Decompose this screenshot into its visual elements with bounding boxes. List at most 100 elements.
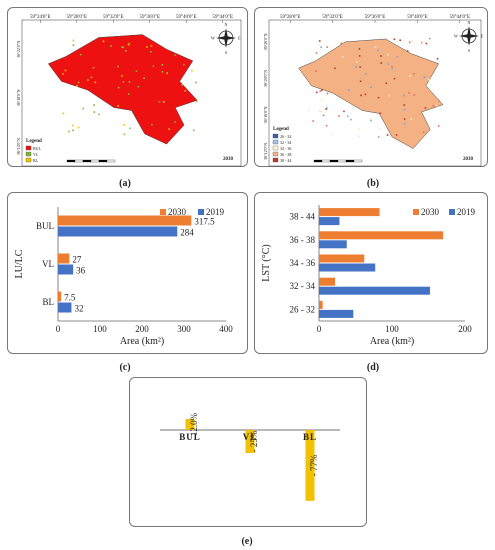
- map-pixel: [129, 127, 131, 130]
- category-label: 38 - 44: [290, 212, 316, 222]
- bar-2019: [319, 263, 376, 272]
- category-label: 34 - 36: [290, 258, 316, 268]
- map-pixel: [315, 70, 317, 72]
- map-pixel: [321, 89, 323, 91]
- longitude-label: 59°32'0"E: [322, 15, 343, 20]
- map-pixel: [135, 70, 138, 72]
- category-label: VL: [42, 259, 54, 269]
- map-pixel: [122, 81, 125, 83]
- map-pixel: [161, 71, 164, 73]
- bar-2030: [319, 300, 323, 309]
- legend-swatch: [449, 209, 455, 215]
- longitude-label: 59°36'0"E: [140, 15, 161, 20]
- map-pixel: [117, 65, 119, 68]
- map-pixel: [347, 89, 350, 91]
- map-pixel: [360, 94, 362, 97]
- compass-e: E: [238, 36, 241, 41]
- map-pixel: [380, 62, 383, 64]
- map-pixel: [121, 74, 123, 77]
- north-arrow-icon: N E S W: [211, 22, 241, 55]
- north-arrow-icon: N E S W: [454, 20, 484, 53]
- map-pixel: [72, 129, 74, 132]
- change-bar: [185, 418, 195, 430]
- legend-label: 2019: [457, 207, 476, 217]
- map-pixel: [374, 46, 377, 49]
- map-pixel: [378, 128, 381, 130]
- map-pixel: [77, 126, 80, 129]
- x-axis-label: Area (km²): [120, 336, 164, 347]
- map-pixel: [432, 104, 435, 107]
- bar-2030: [319, 208, 380, 217]
- map-pixel: [438, 99, 440, 102]
- data-label: - 77%: [309, 454, 319, 476]
- legend-label: 34 - 36: [280, 146, 291, 151]
- bar-2030: [319, 231, 444, 240]
- map-pixel: [76, 84, 78, 87]
- legend-label: VL: [33, 152, 39, 157]
- panel-a-map: 59°24'0"E 59°28'0"E 59°32'0"E 59°36'0"E 59°4…: [7, 7, 248, 167]
- legend-label: 2019: [206, 207, 225, 217]
- map-pixel: [377, 49, 379, 52]
- legend-label: 32 - 34: [280, 140, 291, 145]
- map-pixel: [420, 41, 423, 44]
- compass-n: N: [225, 22, 228, 27]
- compass-star: [459, 26, 479, 46]
- bar-2019: [58, 226, 178, 237]
- map-pixel: [94, 81, 97, 84]
- city-region: [47, 34, 198, 145]
- category-label: 32 - 34: [290, 281, 316, 291]
- latitude-label: 36°20'0"N: [263, 70, 268, 87]
- legend-title: Legend: [26, 139, 42, 144]
- data-label: 27: [72, 255, 82, 265]
- bar-2019: [319, 286, 430, 295]
- map-pixel: [195, 100, 198, 103]
- map-pixel: [391, 65, 393, 68]
- data-label: 32: [74, 304, 83, 314]
- x-tick-label: 300: [177, 324, 191, 334]
- map-pixel: [174, 54, 176, 56]
- map-pixel: [359, 80, 362, 83]
- category-label: BL: [303, 432, 317, 442]
- map-pixel: [137, 85, 140, 88]
- legend-swatch: [272, 145, 279, 151]
- map-pixel: [387, 53, 389, 56]
- map-pixel: [365, 73, 367, 75]
- change-bar: [245, 430, 255, 453]
- bar-2030: [319, 254, 365, 263]
- map-pixel: [425, 42, 428, 45]
- map-pixel: [87, 79, 89, 81]
- map-pixel: [146, 46, 148, 48]
- map-pixel: [192, 129, 195, 132]
- map-pixel: [396, 56, 399, 58]
- map-pixel: [393, 38, 396, 41]
- map-pixel: [72, 44, 75, 46]
- map-pixel: [168, 128, 170, 130]
- map-pixel: [403, 122, 406, 125]
- data-label: 317.5: [194, 217, 215, 227]
- panel-label-a: (a): [119, 178, 131, 189]
- map-pixel: [184, 89, 187, 92]
- legend-swatch: [160, 209, 166, 215]
- map-pixel: [320, 111, 322, 113]
- compass-s: S: [468, 48, 470, 53]
- compass-star: [216, 28, 236, 48]
- scale-bar-segment: [66, 159, 76, 163]
- map-pixel: [151, 123, 153, 126]
- map-pixel: [62, 112, 65, 115]
- map-pixel: [424, 107, 427, 109]
- map-pixel: [152, 65, 155, 68]
- map-pixel: [82, 107, 84, 110]
- data-label: 36: [76, 266, 86, 276]
- map-pixel: [110, 45, 112, 47]
- map-pixel: [123, 133, 126, 136]
- x-tick-label: 0: [317, 324, 322, 334]
- y-axis-label: LST (°C): [261, 244, 272, 281]
- longitude-label: 59°28'0"E: [67, 15, 88, 20]
- longitude-label: 59°24'0"E: [30, 15, 51, 20]
- city-region: [298, 38, 444, 149]
- panel-d-chart: 0 100 200 Area (km²) LST (°C) 26 - 32 32 - 34 3…: [254, 192, 488, 354]
- lulc-map: 59°24'0"E 59°28'0"E 59°32'0"E 59°36'0"E 59°4…: [16, 15, 242, 167]
- map-pixel: [312, 120, 314, 122]
- x-tick-label: 200: [135, 324, 149, 334]
- scale-bar-segment: [353, 159, 363, 163]
